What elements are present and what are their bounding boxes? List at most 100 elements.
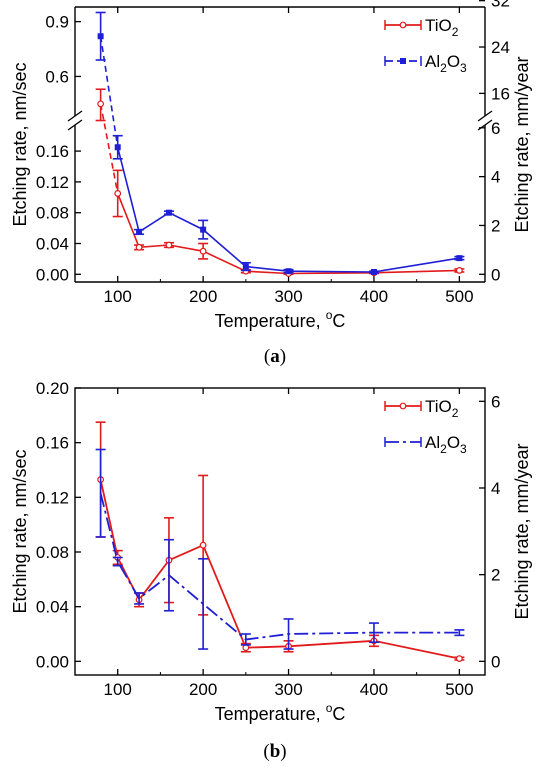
legend-label-sub: 2	[452, 25, 459, 39]
y2-tick-label: 0	[491, 652, 500, 671]
y2-tick-label: 2	[491, 216, 500, 235]
y-axis-label: Etching rate, nm/sec	[10, 62, 30, 226]
legend-marker	[399, 21, 407, 29]
legend-label: TiO2	[425, 397, 459, 420]
y-tick-label: 0.00	[36, 265, 69, 284]
legend-label-sub: 2	[440, 61, 447, 75]
legend-label-sub: 2	[440, 442, 447, 456]
data-point	[200, 226, 207, 233]
y2-tick-label: 2	[491, 566, 500, 585]
x-tick-label: 400	[360, 287, 388, 306]
x-axis-label-text: Temperature,	[215, 704, 326, 724]
y2-tick-label: 4	[491, 168, 500, 187]
y-tick-label: 0.08	[36, 204, 69, 223]
legend-entry-tio2: TiO2	[384, 16, 459, 39]
x-tick-label: 100	[104, 287, 132, 306]
y2-tick-label: 4	[491, 479, 500, 498]
legend-entry-tio2: TiO2	[384, 397, 459, 420]
x-axis-label-degree: o	[326, 308, 333, 322]
x-tick-label: 400	[360, 680, 388, 699]
chart-panel-b: 100 200 300 400 500 0.00 0.04 0.08 0.12 0.16 0.20 0…	[10, 379, 532, 762]
data-point	[199, 247, 207, 255]
y-tick-label: 0.04	[36, 598, 69, 617]
y-tick-label: 0.00	[36, 652, 69, 671]
plot-frame	[74, 387, 486, 676]
legend-marker	[399, 402, 407, 410]
y2-axis-label: Etching rate, mm/year	[512, 56, 532, 232]
y2-axis-label: Etching rate, mm/year	[512, 443, 532, 619]
data-point	[165, 209, 172, 216]
y-axis-label: Etching rate, nm/sec	[10, 449, 30, 613]
series-al2o3	[95, 448, 465, 650]
series-line-break	[99, 36, 119, 148]
data-point	[199, 541, 207, 549]
y2-tick-label: 6	[491, 119, 500, 138]
y-tick-label: 0.9	[45, 13, 69, 32]
legend-label-main: TiO	[425, 397, 452, 416]
caption-letter: b	[270, 741, 281, 762]
x-axis-label-text: Temperature,	[215, 311, 326, 331]
y-tick-label: 0.12	[36, 488, 69, 507]
x-tick-label: 500	[445, 680, 473, 699]
x-axis-label-unit: C	[332, 704, 345, 724]
panel-caption: (b)	[263, 741, 286, 762]
legend-entry-al2o3: Al2O3	[384, 52, 467, 75]
legend-label: Al2O3	[425, 433, 467, 456]
data-point	[242, 263, 249, 270]
data-point	[370, 268, 377, 275]
x-axis-label: Temperature, oC	[215, 701, 346, 724]
data-point	[285, 268, 292, 275]
legend-label-main: TiO	[425, 16, 452, 35]
chart-panel-a: 100 200 300 400 5000.000.040.080.120.1602460…	[10, 0, 532, 367]
axis-break-left-b	[67, 119, 83, 131]
data-point	[456, 255, 463, 262]
x-axis-label-degree: o	[326, 701, 333, 715]
series-line-break	[99, 103, 119, 194]
legend-marker	[400, 58, 406, 64]
series-tio2	[95, 421, 465, 662]
legend-label-sub: 3	[460, 442, 467, 456]
caption-paren: (	[263, 741, 269, 762]
data-point	[455, 655, 463, 662]
caption-paren: )	[280, 346, 286, 367]
y2-tick-label: 6	[491, 392, 500, 411]
caption-paren: )	[280, 741, 286, 762]
y-tick-label: 0.16	[36, 142, 69, 161]
legend-label-main: Al	[425, 52, 440, 71]
data-point	[97, 33, 104, 40]
y-tick-label: 0.08	[36, 543, 69, 562]
series-tio2	[95, 88, 465, 277]
legend-label: TiO2	[425, 16, 459, 39]
legend-label: Al2O3	[425, 52, 467, 75]
series-line	[116, 193, 460, 275]
axis-break-left-a	[67, 110, 83, 122]
x-tick-label: 500	[445, 287, 473, 306]
y-tick-label: 0.6	[45, 67, 69, 86]
y2-tick-label: 32	[491, 0, 510, 11]
legend-entry-al2o3: Al2O3	[384, 433, 467, 456]
series-line	[99, 492, 460, 641]
caption-paren: (	[264, 346, 270, 367]
data-point	[97, 100, 105, 108]
y2-tick-label: 24	[491, 38, 510, 57]
caption-letter: a	[270, 346, 280, 367]
axis-break-right-a	[477, 110, 493, 122]
y2-tick-label: 16	[491, 84, 510, 103]
y-tick-label: 0.04	[36, 235, 69, 254]
data-point	[165, 241, 173, 249]
legend-label-mid: O	[447, 433, 460, 452]
data-point	[136, 228, 143, 235]
series-line	[116, 147, 460, 273]
panel-caption: (a)	[264, 346, 286, 367]
x-tick-label: 300	[274, 680, 302, 699]
x-tick-label: 200	[189, 680, 217, 699]
legend-label-sub: 2	[452, 406, 459, 420]
series-al2o3	[95, 11, 465, 275]
x-tick-label: 300	[274, 287, 302, 306]
data-point	[135, 243, 143, 251]
x-axis-label-unit: C	[332, 311, 345, 331]
y-tick-label: 0.20	[36, 379, 69, 398]
data-point	[455, 267, 463, 274]
legend-label-sub: 3	[460, 61, 467, 75]
